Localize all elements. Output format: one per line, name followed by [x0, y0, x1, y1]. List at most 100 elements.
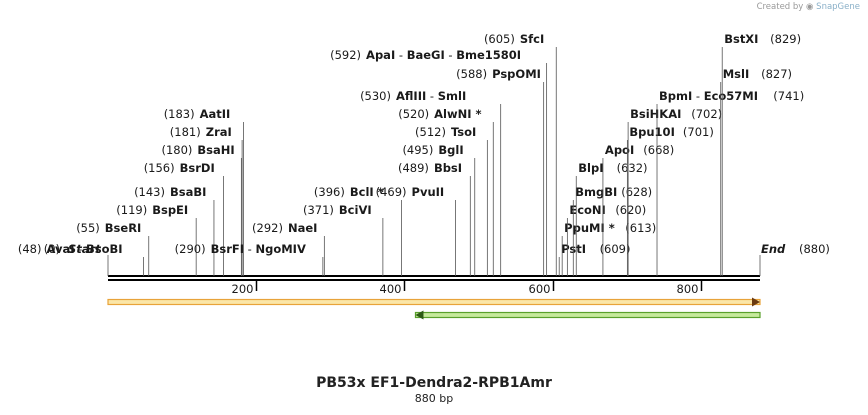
scale-tick-label: 600 [529, 282, 551, 296]
site-position: (702) [691, 107, 722, 121]
construct-title: PB53x EF1-Dendra2-RPB1Amr [316, 375, 552, 391]
restriction-site[interactable]: (55) BseRI [76, 221, 150, 276]
site-position: (181) [170, 125, 201, 139]
site-position: (290) [175, 242, 206, 256]
restriction-site[interactable]: (605) SfcI [484, 32, 557, 276]
site-position: (520) [398, 107, 429, 121]
enzyme-name: BsaHI [197, 143, 234, 157]
restriction-site[interactable]: (180) BsaHI [161, 143, 242, 276]
restriction-site[interactable]: (592) ApaI - BaeGI - Bme1580I [330, 48, 548, 276]
site-position: (613) [625, 221, 656, 235]
enzyme-name: NaeI [288, 221, 317, 235]
enzyme-name: BsrDI [180, 161, 215, 175]
site-position: (183) [164, 107, 195, 121]
restriction-site[interactable]: (292) NaeI [252, 221, 325, 276]
construct-length: 880 bp [414, 392, 454, 405]
site-position: (489) [398, 161, 429, 175]
scale-tick-label: 400 [380, 282, 402, 296]
restriction-site[interactable]: PpuMI * (613) [561, 221, 656, 276]
svg-text:End: End [761, 242, 786, 256]
enzyme-name: PspOMI [492, 67, 541, 81]
svg-text:(880): (880) [799, 242, 830, 256]
restriction-site[interactable]: (588) PspOMI [456, 67, 545, 276]
enzyme-name: MslI [723, 67, 750, 81]
site-position: (668) [643, 143, 674, 157]
enzyme-name: AvaI - BsoBI [46, 242, 122, 256]
snapgene-logo-icon: ◉ [806, 2, 814, 12]
restriction-site[interactable]: BsiHKAI (702) [627, 107, 722, 276]
restriction-site[interactable]: (48) AvaI - BsoBI [18, 242, 144, 276]
site-position: (588) [456, 67, 487, 81]
site-position: (469) [376, 185, 407, 199]
enzyme-name: BmgBI [575, 185, 617, 199]
enzyme-name: BstXI [724, 32, 758, 46]
site-position: (292) [252, 221, 283, 235]
enzyme-name: Bpu10I [629, 125, 674, 139]
enzyme-name: PpuMI * [564, 221, 615, 235]
map-start-label: (0) Start [44, 242, 109, 276]
restriction-site[interactable]: (119) BspEI [116, 203, 197, 276]
restriction-site[interactable]: (143) BsaBI [134, 185, 215, 276]
site-position: (530) [360, 89, 391, 103]
enzyme-name: AlwNI * [434, 107, 481, 121]
site-position: (829) [770, 32, 801, 46]
restriction-site[interactable]: (520) AlwNI * [398, 107, 494, 276]
restriction-site[interactable]: BstXI (829) [721, 32, 801, 276]
restriction-site[interactable]: BmgBI (628) [572, 185, 652, 276]
restriction-site[interactable]: (530) AflIII - SmlI [360, 89, 502, 276]
site-position: (632) [617, 161, 648, 175]
site-position: (605) [484, 32, 515, 46]
enzyme-name: BsrFI - NgoMIV [211, 242, 306, 256]
site-position: (371) [303, 203, 334, 217]
enzyme-name: BclI * [350, 185, 384, 199]
enzyme-name: AflIII - SmlI [396, 89, 466, 103]
restriction-site[interactable]: (512) TsoI [415, 125, 488, 276]
svg-text:(0): (0) [44, 242, 60, 256]
restriction-site[interactable]: ApoI (668) [602, 143, 674, 276]
restriction-site[interactable]: BpmI - Eco57MI (741) [656, 89, 804, 276]
snapgene-credit: Created by ◉ SnapGene [757, 2, 860, 12]
enzyme-name: BciVI [339, 203, 372, 217]
map-end-label: End (880) [759, 242, 830, 276]
site-position: (628) [621, 185, 652, 199]
restriction-site[interactable]: (183) AatII [164, 107, 244, 276]
restriction-site[interactable]: BlpI (632) [575, 161, 648, 276]
restriction-site[interactable]: PstI (609) [558, 242, 631, 276]
enzyme-name: BlpI [578, 161, 603, 175]
site-position: (396) [314, 185, 345, 199]
credit-prefix: Created by [756, 2, 804, 12]
restriction-site[interactable]: (489) BbsI [398, 161, 471, 276]
restriction-site[interactable]: (371) BciVI [303, 203, 384, 276]
enzyme-name: BseRI [105, 221, 142, 235]
enzyme-name: PvuII [412, 185, 445, 199]
site-position: (512) [415, 125, 446, 139]
restriction-site[interactable]: (396) BclI * [314, 185, 402, 276]
enzyme-name: BsaBI [170, 185, 206, 199]
restriction-site[interactable]: (156) BsrDI [144, 161, 224, 276]
svg-text:Start: Start [68, 242, 101, 256]
enzyme-name: AatII [200, 107, 231, 121]
enzyme-name: BspEI [152, 203, 188, 217]
enzyme-name: ApoI [605, 143, 634, 157]
enzyme-name: BsiHKAI [630, 107, 681, 121]
green-feature[interactable] [414, 310, 761, 320]
site-position: (620) [615, 203, 646, 217]
enzyme-name: BglI [438, 143, 463, 157]
restriction-site[interactable]: (469) PvuII [376, 185, 456, 276]
site-position: (55) [76, 221, 100, 235]
restriction-site[interactable]: Bpu10I (701) [626, 125, 714, 276]
restriction-site[interactable]: (181) ZraI [170, 125, 243, 276]
restriction-site[interactable]: (495) BglI [402, 143, 476, 276]
site-position: (495) [402, 143, 433, 157]
scale-tick-label: 800 [677, 282, 699, 296]
site-position: (741) [773, 89, 804, 103]
site-position: (48) [18, 242, 42, 256]
credit-brand: SnapGene [816, 2, 860, 12]
orange-feature[interactable] [107, 297, 761, 307]
scale-tick-label: 200 [232, 282, 254, 296]
enzyme-name: TsoI [451, 125, 476, 139]
restriction-site[interactable]: EcoNI (620) [566, 203, 646, 276]
restriction-site[interactable]: MslI (827) [720, 67, 792, 276]
site-position: (156) [144, 161, 175, 175]
restriction-site[interactable]: (290) BsrFI - NgoMIV [175, 242, 324, 276]
